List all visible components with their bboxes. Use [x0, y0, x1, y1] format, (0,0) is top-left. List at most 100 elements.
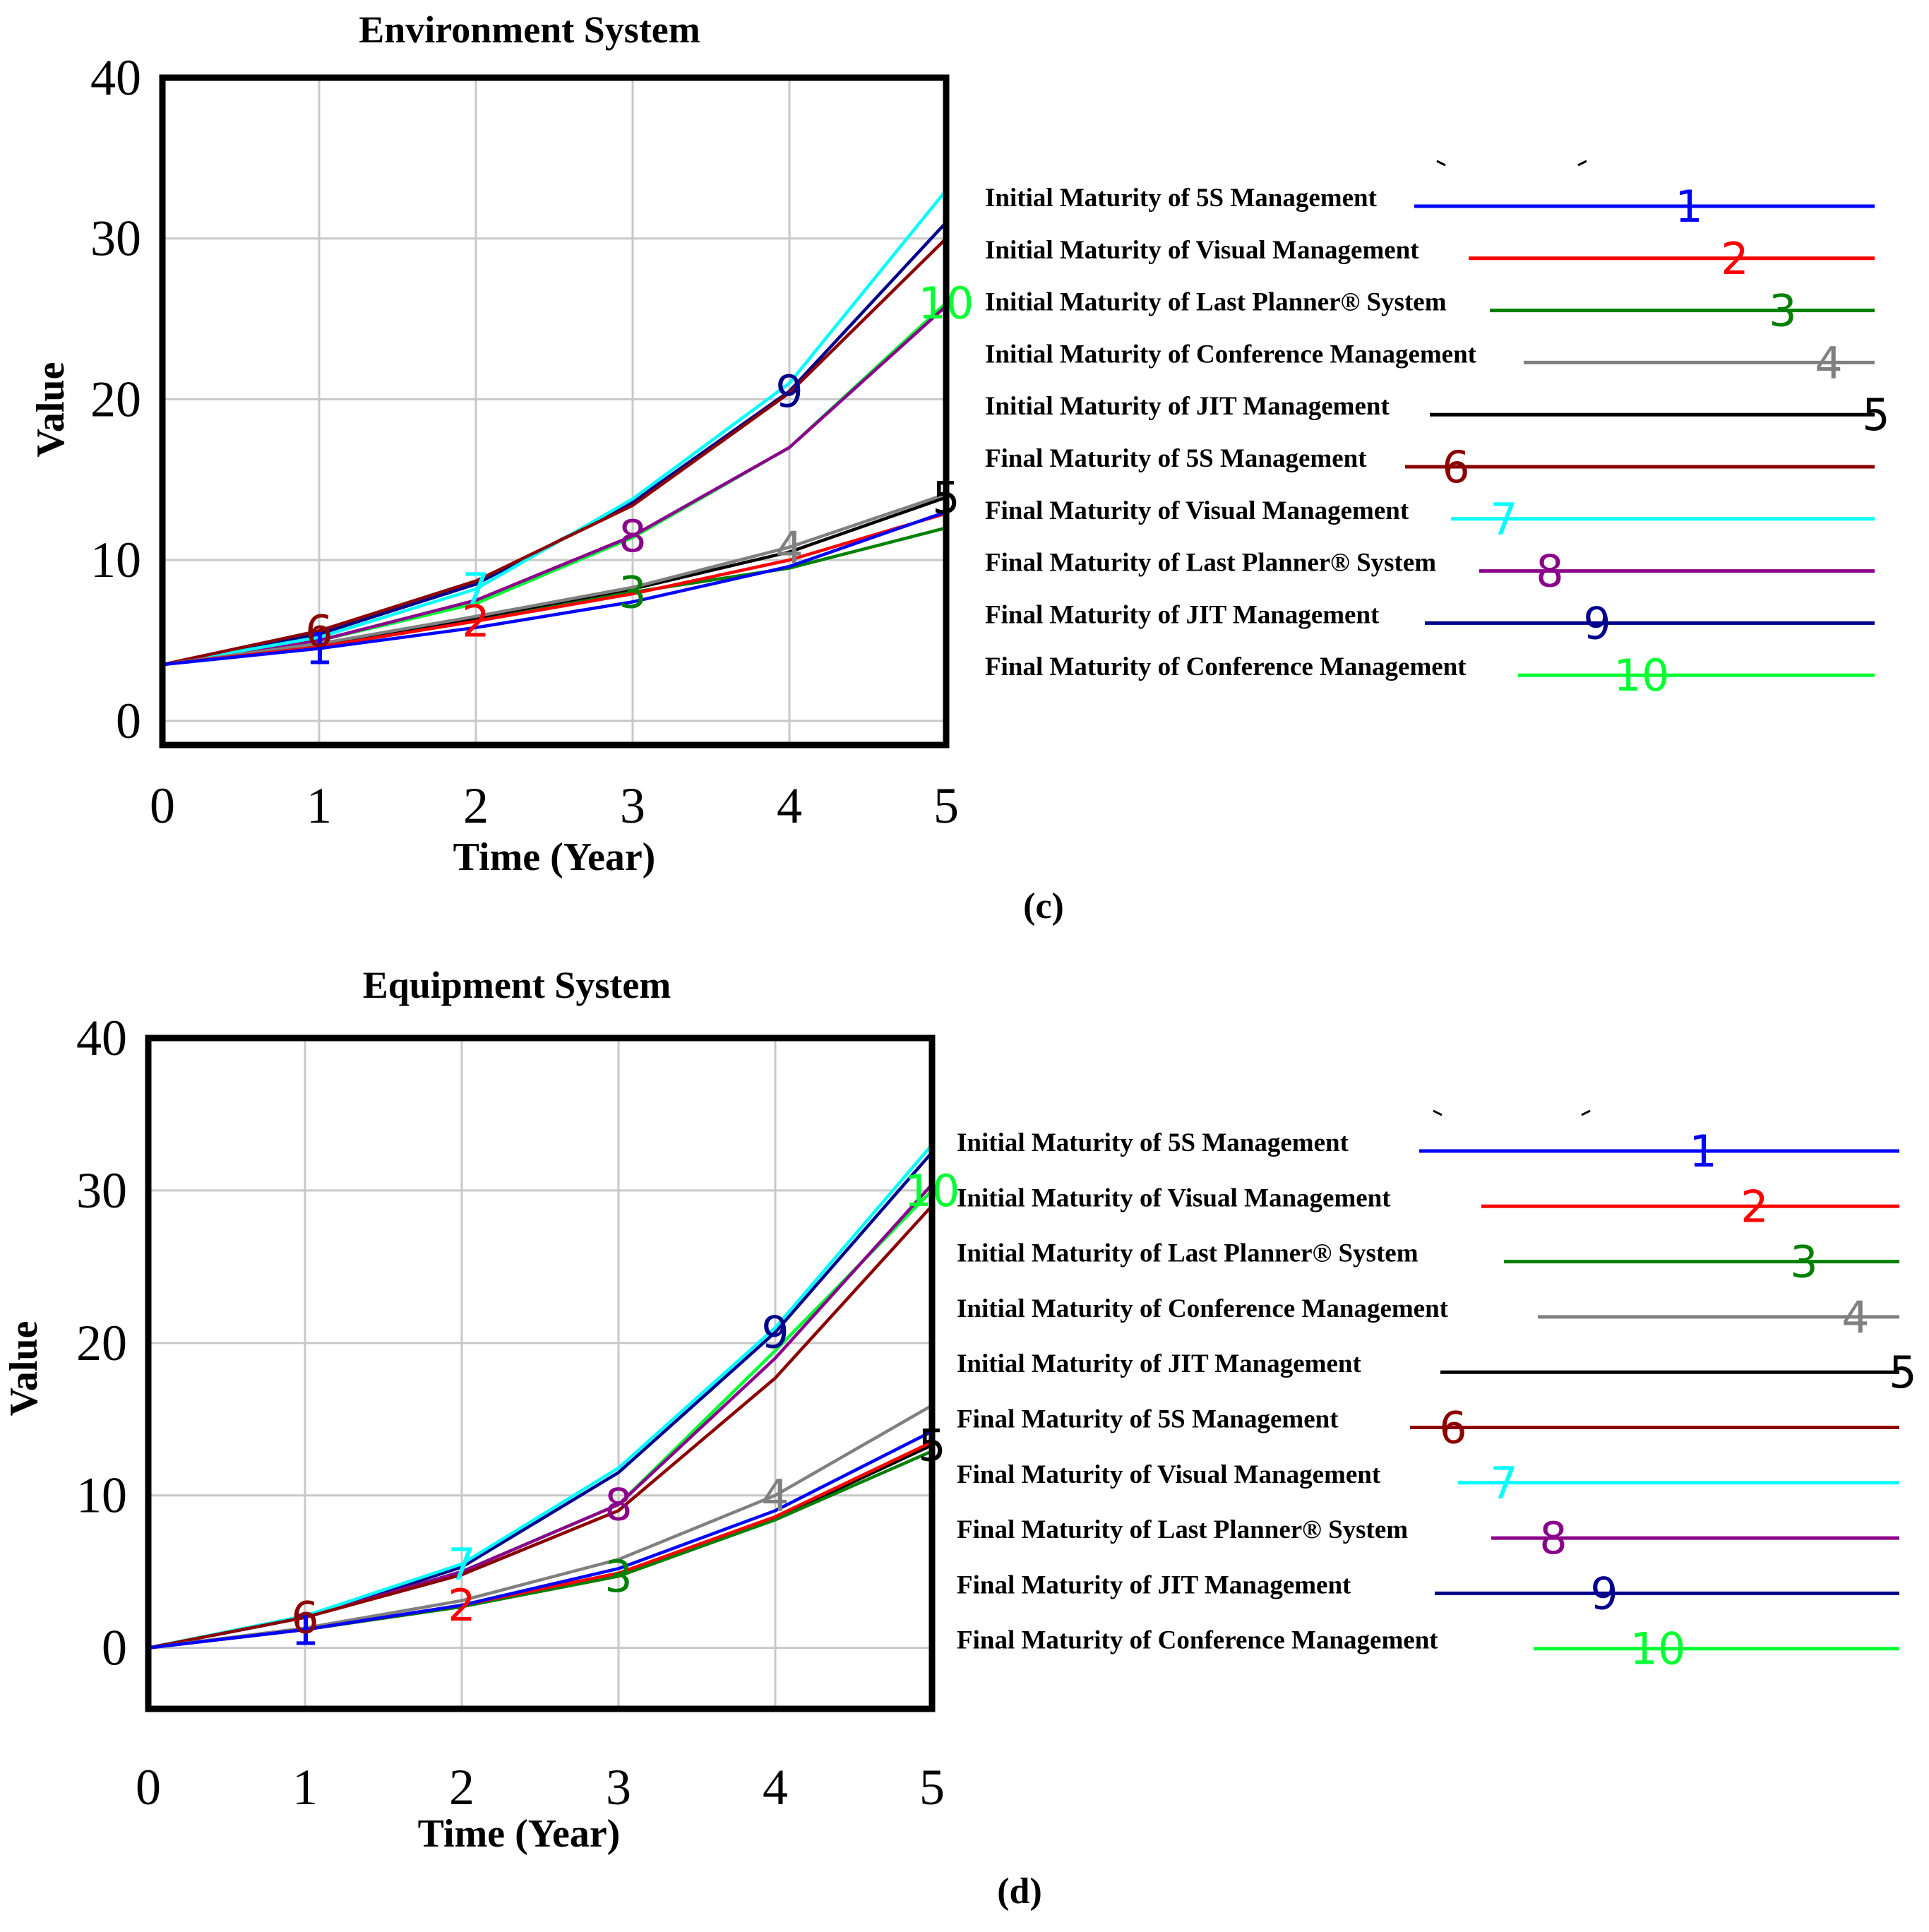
- legend-marker: 7: [1490, 494, 1517, 545]
- chart-title: Environment System: [359, 8, 700, 51]
- legend-marker: 6: [1439, 1402, 1467, 1454]
- chart-title: Equipment System: [363, 964, 671, 1006]
- legend-label: Final Maturity of Visual Management: [985, 496, 1409, 525]
- x-tick-label: 3: [620, 777, 645, 834]
- y-tick-label: 10: [76, 1467, 127, 1524]
- legend-marker: 8: [1536, 546, 1563, 597]
- series-point-marker-2: 2: [448, 1580, 475, 1631]
- legend: Initial Maturity of 5S Management 1Initia…: [957, 1126, 1917, 1675]
- series-line-8: [162, 304, 948, 667]
- legend-item-7: Final Maturity of Visual Management 7: [985, 494, 1875, 545]
- legend-label: Final Maturity of Last Planner® System: [957, 1515, 1408, 1544]
- legend-marker: 3: [1769, 285, 1796, 337]
- series-point-marker-4: 4: [761, 1470, 789, 1522]
- x-tick-label: 5: [919, 1759, 945, 1815]
- y-tick-label: 30: [76, 1162, 127, 1219]
- legend: Initial Maturity of 5S Management 1Initia…: [985, 181, 1890, 701]
- legend-label: Final Maturity of 5S Management: [985, 444, 1367, 473]
- legend-marker: 8: [1539, 1513, 1567, 1564]
- y-tick-label: 40: [90, 49, 141, 106]
- x-tick-label: 0: [136, 1759, 161, 1815]
- legend-label: Initial Maturity of Last Planner® System: [957, 1239, 1419, 1268]
- x-tick-label: 2: [463, 777, 489, 834]
- legend-label: Initial Maturity of JIT Management: [985, 392, 1390, 421]
- legend-marker: 7: [1490, 1457, 1517, 1509]
- legend-item-4: Initial Maturity of Conference Managemen…: [985, 337, 1875, 388]
- y-axis-label: Value: [29, 362, 73, 458]
- legend-item-1: Initial Maturity of 5S Management 1: [985, 181, 1875, 232]
- series-point-marker-9: 9: [761, 1307, 789, 1359]
- legend-item-10: Final Maturity of Conference Management 1…: [985, 650, 1875, 701]
- legend-label: Final Maturity of Last Planner® System: [985, 549, 1436, 578]
- series-point-marker-3: 3: [604, 1551, 632, 1602]
- y-tick-label: 20: [90, 371, 141, 427]
- legend-item-3: Initial Maturity of Last Planner® System…: [985, 285, 1875, 337]
- series-point-marker-8: 8: [619, 511, 646, 562]
- legend-item-7: Final Maturity of Visual Management 7: [957, 1457, 1899, 1509]
- y-tick-label: 20: [76, 1315, 127, 1371]
- legend-marker: 2: [1740, 1181, 1768, 1232]
- x-tick-label: 4: [777, 777, 802, 834]
- legend-label: Final Maturity of JIT Management: [957, 1570, 1351, 1599]
- series-point-marker-1: 1: [291, 1604, 318, 1656]
- legend-item-4: Initial Maturity of Conference Managemen…: [957, 1292, 1899, 1343]
- legend-marker: 4: [1815, 337, 1842, 388]
- legend-item-6: Final Maturity of 5S Management 6: [957, 1402, 1899, 1454]
- legend-label: Initial Maturity of Conference Managemen…: [957, 1294, 1449, 1323]
- x-tick-label: 3: [606, 1759, 631, 1815]
- series-line-1: [162, 510, 947, 667]
- legend-corner-mark: [1581, 1109, 1591, 1116]
- legend-marker: 6: [1442, 441, 1469, 493]
- legend-label: Initial Maturity of 5S Management: [985, 184, 1378, 213]
- y-tick-label: 0: [116, 693, 141, 749]
- legend-marker: 3: [1790, 1236, 1817, 1288]
- y-tick-label: 10: [90, 532, 141, 588]
- legend-item-5: Initial Maturity of JIT Management 5: [957, 1347, 1917, 1398]
- series-line-4: [162, 492, 947, 667]
- y-tick-label: 30: [90, 210, 141, 267]
- legend-corner-mark: [1433, 1109, 1443, 1116]
- legend-marker: 2: [1721, 233, 1748, 285]
- legend-label: Initial Maturity of 5S Management: [957, 1128, 1349, 1157]
- x-axis-label: Time (Year): [418, 1812, 621, 1856]
- x-tick-label: 1: [306, 777, 332, 834]
- legend-marker: 9: [1590, 1568, 1618, 1619]
- legend-label: Final Maturity of 5S Management: [957, 1405, 1339, 1434]
- legend-marker: 5: [1862, 389, 1889, 441]
- plot-frame: [145, 1034, 936, 1712]
- legend-label: Initial Maturity of JIT Management: [957, 1349, 1361, 1378]
- legend-corner-mark: [1436, 160, 1446, 167]
- x-axis-label: Time (Year): [453, 835, 656, 879]
- legend-item-3: Initial Maturity of Last Planner® System…: [957, 1236, 1899, 1288]
- legend-marker: 1: [1689, 1126, 1716, 1177]
- legend-item-6: Final Maturity of 5S Management 6: [985, 441, 1875, 493]
- legend-label: Initial Maturity of Visual Management: [957, 1183, 1391, 1212]
- series-point-marker-6: 6: [291, 1592, 318, 1643]
- legend-item-1: Initial Maturity of 5S Management 1: [957, 1126, 1899, 1177]
- legend-label: Final Maturity of Visual Management: [957, 1460, 1381, 1489]
- series-point-marker-3: 3: [619, 567, 646, 619]
- series-point-marker-6: 6: [305, 605, 333, 657]
- legend-item-8: Final Maturity of Last Planner® System 8: [985, 546, 1875, 597]
- legend-item-8: Final Maturity of Last Planner® System 8: [957, 1513, 1899, 1564]
- series-point-marker-4: 4: [775, 522, 803, 573]
- legend-corner-mark: [1577, 160, 1587, 167]
- series-line-1: [148, 1430, 933, 1650]
- series-point-marker-7: 7: [448, 1539, 475, 1590]
- x-tick-label: 5: [933, 777, 959, 834]
- series-point-marker-7: 7: [462, 564, 489, 615]
- legend-marker: 10: [1614, 650, 1670, 701]
- legend-marker: 10: [1630, 1623, 1686, 1675]
- legend-label: Initial Maturity of Conference Managemen…: [985, 340, 1477, 369]
- legend-label: Final Maturity of Conference Management: [985, 652, 1467, 681]
- y-tick-label: 40: [76, 1010, 127, 1066]
- series-point-marker-8: 8: [604, 1479, 632, 1531]
- legend-item-10: Final Maturity of Conference Management 1…: [957, 1623, 1899, 1675]
- y-tick-label: 0: [102, 1620, 127, 1676]
- legend-marker: 5: [1889, 1347, 1916, 1398]
- legend-label: Final Maturity of Conference Management: [957, 1626, 1438, 1655]
- legend-item-2: Initial Maturity of Visual Management 2: [957, 1181, 1899, 1232]
- legend-marker: 9: [1583, 597, 1611, 649]
